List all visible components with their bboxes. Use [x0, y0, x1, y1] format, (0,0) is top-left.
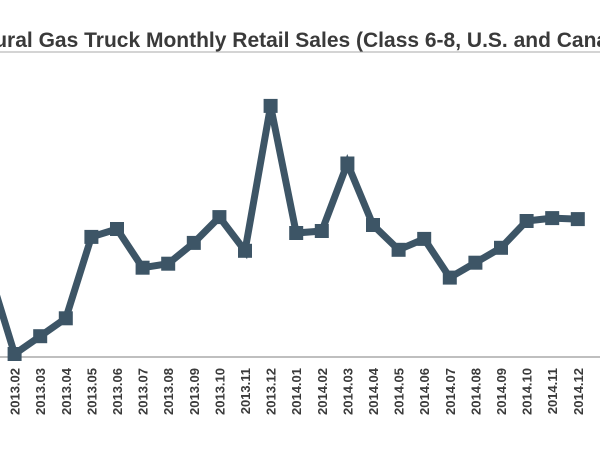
x-tick-label: 2013.04: [59, 367, 74, 415]
x-tick-label: 2014.06: [417, 368, 432, 415]
x-tick-label: 2013.08: [161, 368, 176, 415]
data-point-2013.12: [263, 98, 278, 113]
x-tick-label: 2014.07: [443, 368, 458, 415]
x-tick-label: 2013.02: [8, 368, 23, 415]
x-tick-group: 2013.02 2013.03 2013.04 2013.05 2013.06 2013.…: [8, 367, 586, 415]
x-tick-label: 2014.09: [494, 368, 509, 415]
data-point-2013.06: [110, 222, 124, 236]
data-point-2014.11: [545, 211, 560, 226]
x-tick-label: 2014.11: [545, 368, 560, 414]
x-tick-label: 2014.02: [315, 368, 330, 415]
x-tick-label: 2014.03: [340, 368, 355, 415]
x-tick-label: 2014.12: [571, 368, 586, 415]
data-point-2014.03: [340, 156, 355, 171]
x-tick-label: 2014.10: [520, 368, 535, 415]
x-tick-label: 2013.10: [212, 368, 227, 415]
data-point-2014.04: [366, 218, 380, 232]
x-tick-label: 2013.11: [238, 368, 253, 414]
x-tick-label: 2013.05: [84, 368, 99, 415]
x-tick-label: 2013.06: [110, 368, 125, 415]
data-point-2013.04: [58, 311, 73, 326]
data-point-2014.09: [494, 240, 508, 255]
data-point-2013.05: [84, 229, 99, 244]
data-point-2014.07: [442, 270, 457, 285]
x-tick-label: 2014.08: [468, 368, 483, 415]
x-tick-label: 2013.07: [136, 368, 151, 415]
data-point-2014.12: [570, 212, 585, 227]
series-group: [0, 98, 585, 361]
data-point-2014.01: [289, 226, 304, 240]
x-tick-label: 2014.04: [366, 367, 381, 415]
data-point-2014.06: [417, 231, 432, 246]
data-point-2014.08: [468, 255, 483, 270]
data-point-2013.10: [212, 210, 227, 225]
data-point-2013.07: [135, 260, 150, 275]
chart-title: Natural Gas Truck Monthly Retail Sales (…: [0, 29, 600, 52]
data-point-2014.05: [391, 242, 406, 257]
x-tick-label: 2013.03: [33, 368, 48, 415]
data-point-2013.08: [161, 256, 176, 271]
x-tick-label: 2013.09: [187, 368, 202, 415]
data-point-2013.03: [33, 329, 48, 344]
data-point-2014.10: [519, 214, 534, 228]
data-point-2013.11: [238, 243, 252, 258]
x-tick-label: 2013.12: [264, 368, 279, 415]
x-tick-label: 2014.01: [289, 368, 304, 415]
data-point-2013.02: [7, 347, 22, 361]
data-point-2014.02: [314, 224, 329, 238]
data-point-2013.09: [186, 235, 201, 250]
x-tick-label: 2014.05: [392, 368, 407, 415]
